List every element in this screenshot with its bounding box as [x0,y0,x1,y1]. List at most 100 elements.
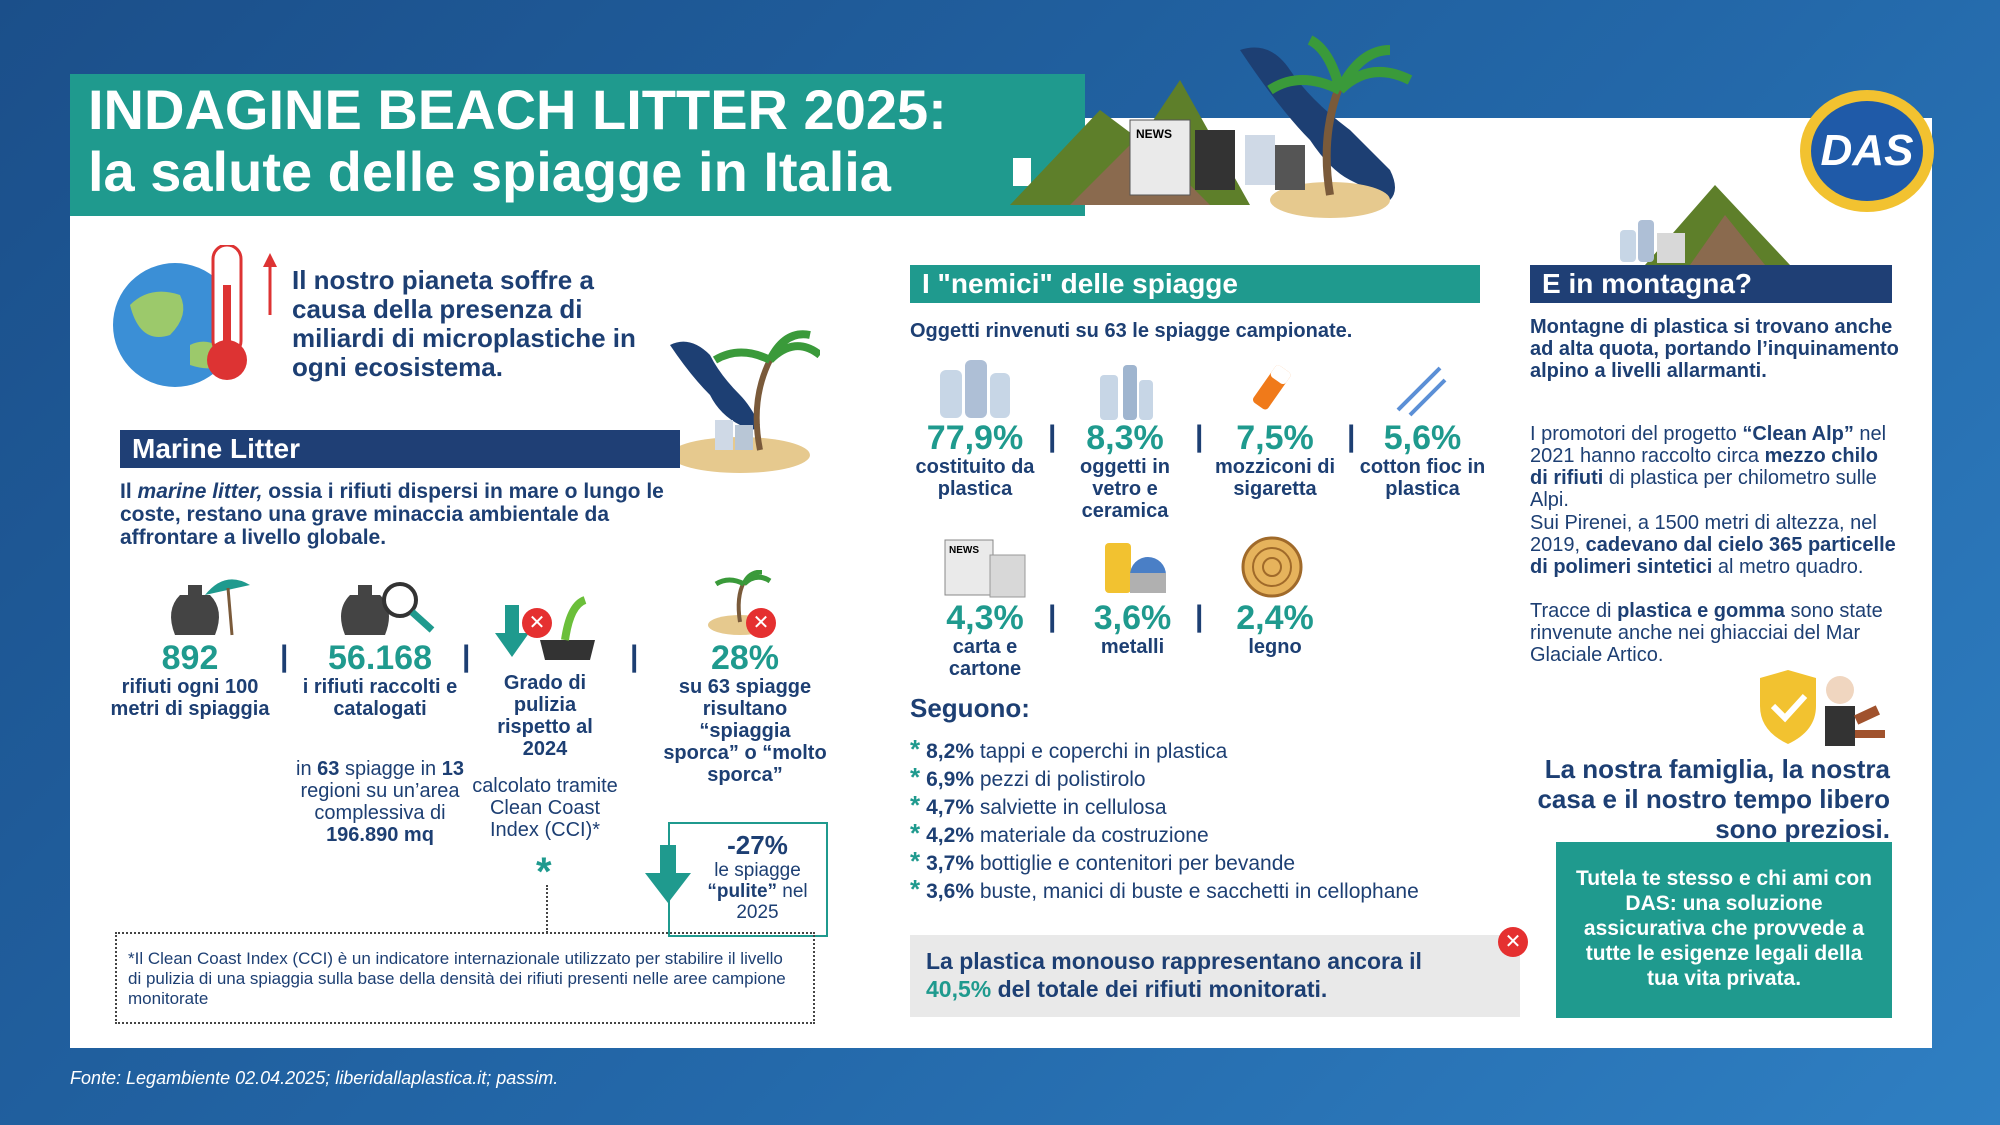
sub-bold: 196.890 mq [326,824,434,846]
stat-value: 56.168 [328,639,432,677]
earth-thermometer-icon [113,245,277,387]
p1-post: di plastica per chilometro sulle Alpi. [1530,467,1877,511]
mountain-p2: Sui Pirenei, a 1500 metri di altezza, ne… [1530,512,1900,578]
enemy-label: carta e cartone [948,636,1022,680]
seguono-pct: 8,2% [926,740,974,763]
marine-litter-text: Il marine litter, ossia i rifiuti disper… [120,480,710,549]
marine-text-em: marine litter, [137,480,263,503]
separator: | [280,640,289,673]
family-text: La nostra famiglia, la nostra casa e il … [1537,754,1890,844]
p3-pre: Tracce di [1530,600,1618,622]
seguono-item: * 3,6% buste, manici di buste e sacchetti… [910,876,1419,905]
p3-post: sono state rinvenute anche nei ghiacciai… [1530,600,1883,666]
enemy-item-plastic: 77,9% costituito da plastica [905,420,1045,500]
enemy-item-cigarettes: 7,5% mozziconi di sigaretta [1205,420,1345,500]
enemy-value: 8,3% [1086,419,1164,457]
clean-post: nel 2025 [736,881,808,923]
seguono-item: * 6,9% pezzi di polistirolo [910,764,1146,793]
cotton-swab-icon [1396,366,1447,417]
clean-bold: “pulite” [707,881,778,902]
stat-56168: 56.168 i rifiuti raccolti e catalogati [295,640,465,720]
seguono-pct: 6,9% [926,768,974,791]
intro-text: Il nostro pianeta soffre a causa della p… [292,265,636,382]
clean-label: le spiagge “pulite” nel 2025 [690,860,825,923]
metal-cans-icon [1105,543,1166,593]
plastic-pre: La plastica monouso rappresentano ancora… [926,948,1422,974]
cci-sub: calcolato tramite Clean Coast Index (CCI… [472,775,618,841]
newspaper-bag-icon: NEWS [944,539,1026,598]
enemy-item-paper: 4,3% carta e cartone [915,600,1055,680]
enemy-item-glass: 8,3% oggetti in vetro e ceramica [1065,420,1185,522]
enemy-value: 2,4% [1236,599,1314,637]
mountain-heading: E in montagna? [1530,265,1892,303]
separator: | [630,640,639,673]
footnote-connector [546,885,548,933]
p1-pre: I promotori del progetto [1530,423,1743,445]
star-icon: * [910,874,921,904]
sub-text: regioni su un’area complessiva di [300,780,460,824]
mountain-p3: Tracce di plastica e gomma sono state ri… [1530,600,1900,666]
separator: | [1195,420,1204,453]
stat-label: su 63 spiagge risultano “spiaggia sporca… [663,676,827,786]
seguono-text: buste, manici di buste e sacchetti in ce… [979,880,1419,903]
p2-pre: Sui Pirenei, a 1500 metri di altezza, ne… [1530,512,1877,556]
seguono-item: * 4,2% materiale da costruzione [910,820,1209,849]
p2-post: al metro quadro. [1712,556,1864,578]
shield-judge-gavel-icon [1760,670,1885,746]
enemies-heading: I "nemici" delle spiagge [910,265,1480,303]
stat-28: 28% su 63 spiagge risultano “spiaggia sp… [660,640,830,786]
star-icon: * [910,734,921,764]
source-text: Fonte: Legambiente 02.04.2025; liberidal… [70,1068,559,1088]
seguono-pct: 4,2% [926,824,974,847]
mountain-intro: Montagne di plastica si trovano anche ad… [1530,316,1899,382]
enemy-value: 3,6% [1093,599,1172,637]
seguono-text: pezzi di polistirolo [979,768,1146,791]
marine-text-pre: Il [120,480,138,503]
mountain-trash-icon [1620,185,1790,265]
stat-value: 28% [710,639,780,677]
separator: | [1048,420,1057,453]
p1-bold: “Clean Alp” [1742,423,1854,445]
stat-value: 892 [161,639,219,677]
clean-value: -27% [727,830,788,860]
stat-56168-sub: in 63 spiagge in 13 regioni su un’area c… [290,758,470,846]
trash-bag-magnifier-icon [341,582,435,635]
p3-bold: plastica e gomma [1617,600,1785,622]
page-title: INDAGINE BEACH LITTER 2025: [88,78,947,141]
asterisk-mark: * [536,850,552,894]
seguono-title: Seguono: [910,693,1030,723]
clean-beaches-stat: -27% le spiagge “pulite” nel 2025 [690,830,825,923]
footnote-box [115,932,815,1024]
enemy-value: 77,9% [926,419,1024,457]
stat-label: rifiuti ogni 100 metri di spiaggia [110,676,270,720]
marine-litter-heading: Marine Litter [120,430,680,468]
cigarette-butt-icon [1253,365,1291,410]
arrow-down-icon [645,845,691,903]
enemy-value: 5,6% [1383,419,1462,457]
seguono-text: salviette in cellulosa [979,796,1167,819]
sub-bold: 63 [317,758,340,780]
italy-trash-illustration: NEWS [1010,35,1413,218]
mountain-p1: I promotori del progetto “Clean Alp” nel… [1530,423,1900,511]
title-banner: INDAGINE BEACH LITTER 2025: la salute de… [70,74,1085,216]
clean-pre: le spiagge [714,860,801,881]
enemy-label: mozziconi di sigaretta [1215,456,1335,500]
red-x-badge: ✕ [522,608,552,638]
trash-bag-umbrella-icon [171,579,250,636]
separator: | [462,640,471,673]
seguono-item: * 8,2% tappi e coperchi in plastica [910,736,1227,765]
seguono-text: bottiglie e contenitori per bevande [979,852,1296,875]
italy-palm-icon [670,330,820,473]
das-logo: DAS [1800,90,1934,212]
enemies-subheading: Oggetti rinvenuti su 63 le spiagge campi… [910,320,1353,342]
news-label: NEWS [949,545,979,556]
title-accent [1013,158,1031,186]
wood-log-icon [1241,536,1303,598]
p2-bold: cadevano dal cielo 365 particelle di pol… [1530,534,1896,578]
footnote-text: *Il Clean Coast Index (CCI) è un indicat… [128,949,786,1008]
enemy-value: 7,5% [1236,419,1314,457]
enemy-label: metalli [1100,636,1165,658]
glass-bottles-icon [1100,365,1153,420]
stat-cleanliness: Grado di pulizia rispetto al 2024 [475,672,615,760]
p1-mid: nel 2021 hanno raccolto circa [1530,423,1887,467]
